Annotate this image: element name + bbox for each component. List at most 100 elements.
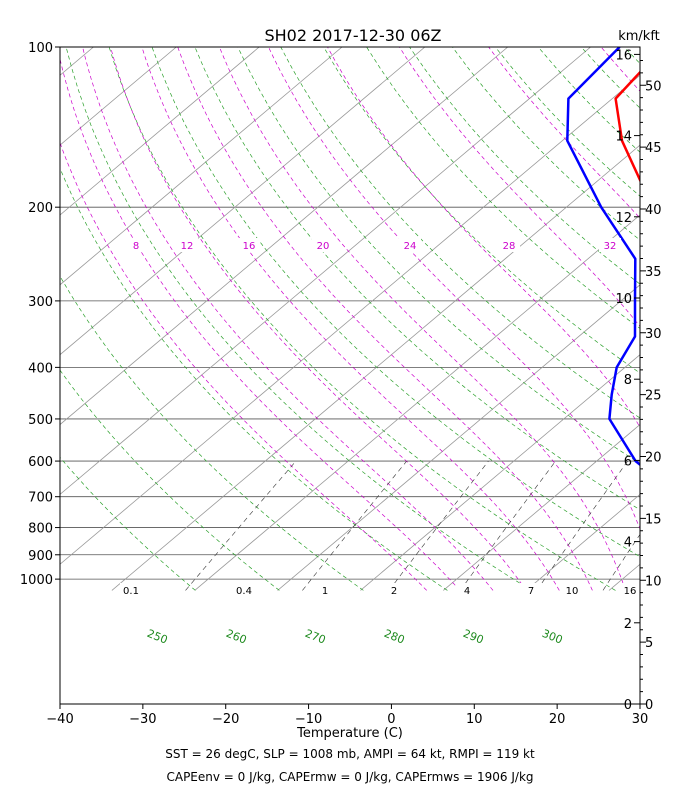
label-bg xyxy=(238,238,260,252)
y-tick-label: 500 xyxy=(28,413,53,428)
mixing-ratio-label: 32 xyxy=(604,241,617,252)
kft-tick-label: 25 xyxy=(645,389,662,404)
isotherm-line xyxy=(0,47,11,590)
kft-tick-label: 15 xyxy=(645,512,662,527)
label-bg xyxy=(399,238,421,252)
x-tick-label: −10 xyxy=(295,712,322,727)
y-tick-label: 300 xyxy=(28,295,53,310)
moist-adiabat-line xyxy=(82,47,494,591)
km-tick-label: 12 xyxy=(615,211,632,226)
y-tick-label: 100 xyxy=(28,41,53,56)
plot-frame xyxy=(59,46,641,705)
km-tick-label: 8 xyxy=(624,373,632,388)
isotherm-line xyxy=(60,47,260,216)
footer-line-1: SST = 26 degC, SLP = 1008 mb, AMPI = 64 … xyxy=(165,747,535,761)
x-tick-label: 20 xyxy=(549,712,566,727)
footer-line-2: CAPEenv = 0 J/kg, CAPErmw = 0 J/kg, CAPE… xyxy=(166,770,533,784)
mixing-ratio-label: 10 xyxy=(566,586,579,597)
mixing-ratio-label: 0.4 xyxy=(236,586,252,597)
kft-tick-label: 10 xyxy=(645,574,662,589)
isotherm-line xyxy=(60,47,177,146)
mixing-ratio-label: 0.1 xyxy=(123,586,139,597)
label-bg xyxy=(520,583,542,597)
dry-adiabat-line xyxy=(280,47,640,419)
isotherm-line xyxy=(111,144,640,591)
label-bg xyxy=(176,238,198,252)
mixing-ratio-label: 7 xyxy=(528,586,534,597)
mixing-ratio-label: 16 xyxy=(624,586,637,597)
isotherm-line xyxy=(60,47,343,286)
kft-tick-label: 50 xyxy=(645,79,662,94)
y-tick-label: 800 xyxy=(28,522,53,537)
mixing-ratio-label: 16 xyxy=(243,241,256,252)
dry-adiabat-line xyxy=(60,275,364,591)
kft-tick-label: 40 xyxy=(645,203,662,218)
x-tick-label: 10 xyxy=(466,712,483,727)
moist-adiabat-line xyxy=(600,47,640,92)
dry-adiabat-label: 260 xyxy=(224,627,248,647)
dry-adiabat-line xyxy=(194,47,640,511)
km-tick-label: 2 xyxy=(624,617,632,632)
dry-adiabat-line xyxy=(60,167,448,591)
isotherm-line xyxy=(60,47,426,356)
mixing-ratio-line xyxy=(185,460,297,591)
y-tick-label: 900 xyxy=(28,549,53,564)
label-bg xyxy=(619,583,641,597)
y-tick-label: 400 xyxy=(28,361,53,376)
label-bg xyxy=(383,583,405,597)
dry-adiabat-line xyxy=(580,47,640,109)
dry-adiabat-line xyxy=(366,47,640,329)
sounding-series xyxy=(566,47,640,467)
label-bg xyxy=(125,238,147,252)
kft-tick-label: 30 xyxy=(645,327,662,342)
mixing-ratio-label: 8 xyxy=(133,241,139,252)
dry-adiabat-line xyxy=(323,47,640,374)
dry-adiabat-label: 300 xyxy=(540,627,564,647)
mixing-ratio-label: 24 xyxy=(404,241,417,252)
y-tick-label: 700 xyxy=(28,491,53,506)
moist-adiabat-line xyxy=(327,47,640,429)
isotherm-line xyxy=(692,47,700,590)
km-tick-label: 0 xyxy=(624,698,632,713)
moist-adiabat-line xyxy=(219,47,626,591)
kft-tick-label: 35 xyxy=(645,265,662,280)
moist-adiabat-line xyxy=(60,57,461,591)
label-bg xyxy=(456,583,478,597)
label-bg xyxy=(233,583,255,597)
x-axis-label: Temperature (C) xyxy=(296,726,403,741)
mixing-ratio-label: 28 xyxy=(503,241,516,252)
dry-adiabat-label: 250 xyxy=(145,627,169,647)
mixing-ratio-line xyxy=(536,460,628,591)
dry-adiabat-line xyxy=(667,47,700,590)
grid-lines xyxy=(0,47,700,591)
km-tick-label: 4 xyxy=(624,536,632,551)
y-tick-label: 1000 xyxy=(20,573,53,588)
dry-adiabat-label: 270 xyxy=(303,627,327,647)
label-bg xyxy=(599,238,621,252)
moist-adiabat-line xyxy=(268,47,640,530)
moist-adiabat-line xyxy=(110,47,527,591)
mixing-ratio-label: 12 xyxy=(181,241,194,252)
dry-adiabat-line xyxy=(237,47,640,465)
mixing-ratio-label: 4 xyxy=(464,586,470,597)
moist-adiabat-line xyxy=(177,47,593,591)
temperature-line xyxy=(614,70,640,183)
x-tick-label: −30 xyxy=(129,712,156,727)
moist-adiabat-line xyxy=(399,47,640,328)
x-tick-label: 0 xyxy=(387,712,395,727)
x-tick-label: −20 xyxy=(212,712,239,727)
km-tick-label: 14 xyxy=(615,130,632,145)
label-bg xyxy=(120,583,142,597)
mixing-ratio-line xyxy=(459,460,556,591)
isotherm-line xyxy=(194,214,640,591)
isotherm-line xyxy=(360,354,640,591)
mixing-ratio-label: 1 xyxy=(322,586,328,597)
label-bg xyxy=(498,238,520,252)
label-bg xyxy=(561,583,583,597)
chart-title: SH02 2017-12-30 06Z xyxy=(264,26,441,45)
isotherm-line xyxy=(443,424,640,591)
moist-adiabat-line xyxy=(141,47,560,591)
